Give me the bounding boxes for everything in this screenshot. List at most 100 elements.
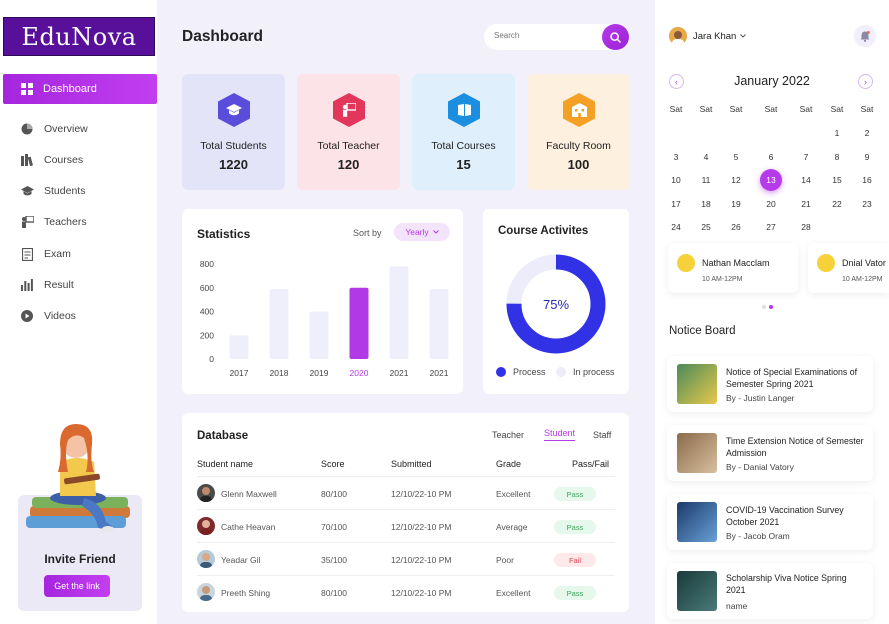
chart-bar[interactable] [229,335,249,359]
calendar-day[interactable]: 16 [862,175,872,185]
database-panel: Database Teacher Student Staff Student n… [182,413,629,612]
calendar-day[interactable]: 20 [766,198,776,209]
tab-teacher[interactable]: Teacher [492,430,525,440]
emoji-icon [677,254,695,272]
calendar-day-selected[interactable]: 13 [760,169,782,191]
stat-card-teachers[interactable]: Total Teacher 120 [297,74,400,190]
chart-bar[interactable] [309,311,329,360]
calendar-day[interactable]: 17 [671,198,681,209]
sort-value: Yearly [405,227,429,237]
carousel-dot-active[interactable] [769,305,773,309]
carousel-dots[interactable] [762,305,773,309]
calendar-prev-button[interactable]: ‹ [669,74,684,89]
chart-icon [20,122,34,136]
event-card[interactable]: Dnial Vator 10 AM-12PM [808,243,889,293]
sidebar-item-students[interactable]: Students [20,184,85,198]
stat-card-faculty-room[interactable]: Faculty Room 100 [527,74,630,190]
table-row[interactable]: Preeth Shing 80/100 12/10/22-10 PM Excel… [197,575,615,608]
calendar-day[interactable]: 26 [731,222,741,232]
calendar-next-button[interactable]: › [858,74,873,89]
avatar [197,550,215,568]
sidebar-item-exam[interactable]: Exam [20,247,71,261]
calendar-day[interactable]: 22 [832,198,842,209]
notification-button[interactable] [854,25,876,47]
event-card[interactable]: Nathan Macclam 10 AM-12PM [668,243,798,293]
notice-item[interactable]: Notice of Special Examinations of Semest… [667,356,873,412]
calendar-day[interactable]: 9 [864,151,870,162]
calendar-day[interactable]: 11 [701,175,711,185]
notice-item[interactable]: Time Extension Notice of Semester Admiss… [667,425,873,481]
column-header: Student name [197,459,254,469]
student-grade: Excellent [496,489,531,499]
calendar-day[interactable]: 18 [701,198,711,209]
calendar-day[interactable]: 12 [731,175,741,185]
student-score: 35/100 [321,555,347,565]
calendar-day[interactable]: 25 [701,222,711,232]
notice-thumbnail [677,433,717,473]
table-row[interactable]: Cathe Heavan 70/100 12/10/22-10 PM Avera… [197,509,615,542]
notice-author: By - Justin Langer [726,393,795,403]
sidebar-item-dashboard[interactable]: Dashboard [3,74,157,104]
student-name: Yeadar Gil [221,555,261,565]
calendar-day[interactable]: 24 [671,222,681,232]
table-row[interactable]: Yeadar Gil 35/100 12/10/22-10 PM Poor Fa… [197,542,615,575]
carousel-dot[interactable] [762,305,766,309]
chart-bar[interactable] [389,266,409,359]
sort-dropdown[interactable]: Yearly [394,223,450,241]
calendar-day[interactable]: 10 [671,175,681,185]
calendar-weekday: Sat [729,104,743,114]
calendar-day[interactable]: 4 [703,151,709,162]
calendar-day[interactable]: 5 [733,151,739,162]
notice-thumbnail [677,571,717,611]
status-badge: Fail [554,553,596,567]
notice-author: By - Danial Vatory [726,462,794,472]
chart-bar[interactable] [349,287,369,359]
search-input[interactable] [494,31,594,40]
calendar-day[interactable]: 14 [801,175,811,185]
right-panel: Jara Khan January 2022 ‹ › Sat Sat Sat Sat S… [655,0,889,624]
calendar-day[interactable]: 7 [803,151,809,162]
sidebar-item-overview[interactable]: Overview [20,122,88,136]
building-icon [563,93,595,127]
calendar-day[interactable]: 23 [862,198,872,209]
sidebar-item-videos[interactable]: Videos [20,309,76,323]
sidebar-item-result[interactable]: Result [20,278,74,292]
sidebar-item-courses[interactable]: Courses [20,153,83,167]
calendar-day[interactable]: 15 [832,175,842,185]
chevron-down-icon [740,34,747,38]
student-grade: Poor [496,555,514,565]
legend-label: Process [513,367,546,377]
calendar-day[interactable]: 2 [864,128,870,138]
teacher-icon [333,93,365,127]
get-link-button[interactable]: Get the link [44,575,110,597]
avatar [197,583,215,601]
stat-label: Faculty Room [546,140,611,152]
chart-bar[interactable] [269,288,289,359]
sidebar-item-label: Videos [44,310,76,322]
calendar-day[interactable]: 21 [801,198,811,209]
notice-item[interactable]: Scholarship Viva Notice Spring 2021 name [667,563,873,619]
tab-student[interactable]: Student [544,428,576,441]
notice-title: COVID-19 Vaccination Survey October 2021 [726,505,844,527]
chart-bar[interactable] [429,288,449,359]
notice-item[interactable]: COVID-19 Vaccination Survey October 2021… [667,494,873,550]
stat-card-courses[interactable]: Total Courses 15 [412,74,515,190]
calendar-day[interactable]: 1 [834,128,840,138]
bar-chart-icon [20,278,34,292]
calendar-day[interactable]: 28 [801,222,811,232]
table-row[interactable]: Glenn Maxwell 80/100 12/10/22-10 PM Exce… [197,476,615,509]
stat-card-students[interactable]: Total Students 1220 [182,74,285,190]
search-button[interactable] [602,24,629,50]
user-menu[interactable]: Jara Khan [669,27,747,45]
sidebar-item-teachers[interactable]: Teachers [20,215,87,229]
calendar-day[interactable]: 27 [766,222,776,232]
course-activities-panel: Course Activites 75% Process In process [483,209,629,394]
notice-thumbnail [677,502,717,542]
invite-title: Invite Friend [44,552,116,566]
calendar-day[interactable]: 6 [768,151,774,162]
calendar-day[interactable]: 19 [731,198,741,209]
calendar-day[interactable]: 3 [673,151,679,162]
tab-staff[interactable]: Staff [593,430,612,440]
sidebar-item-label: Overview [44,123,88,135]
calendar-day[interactable]: 8 [834,151,840,162]
